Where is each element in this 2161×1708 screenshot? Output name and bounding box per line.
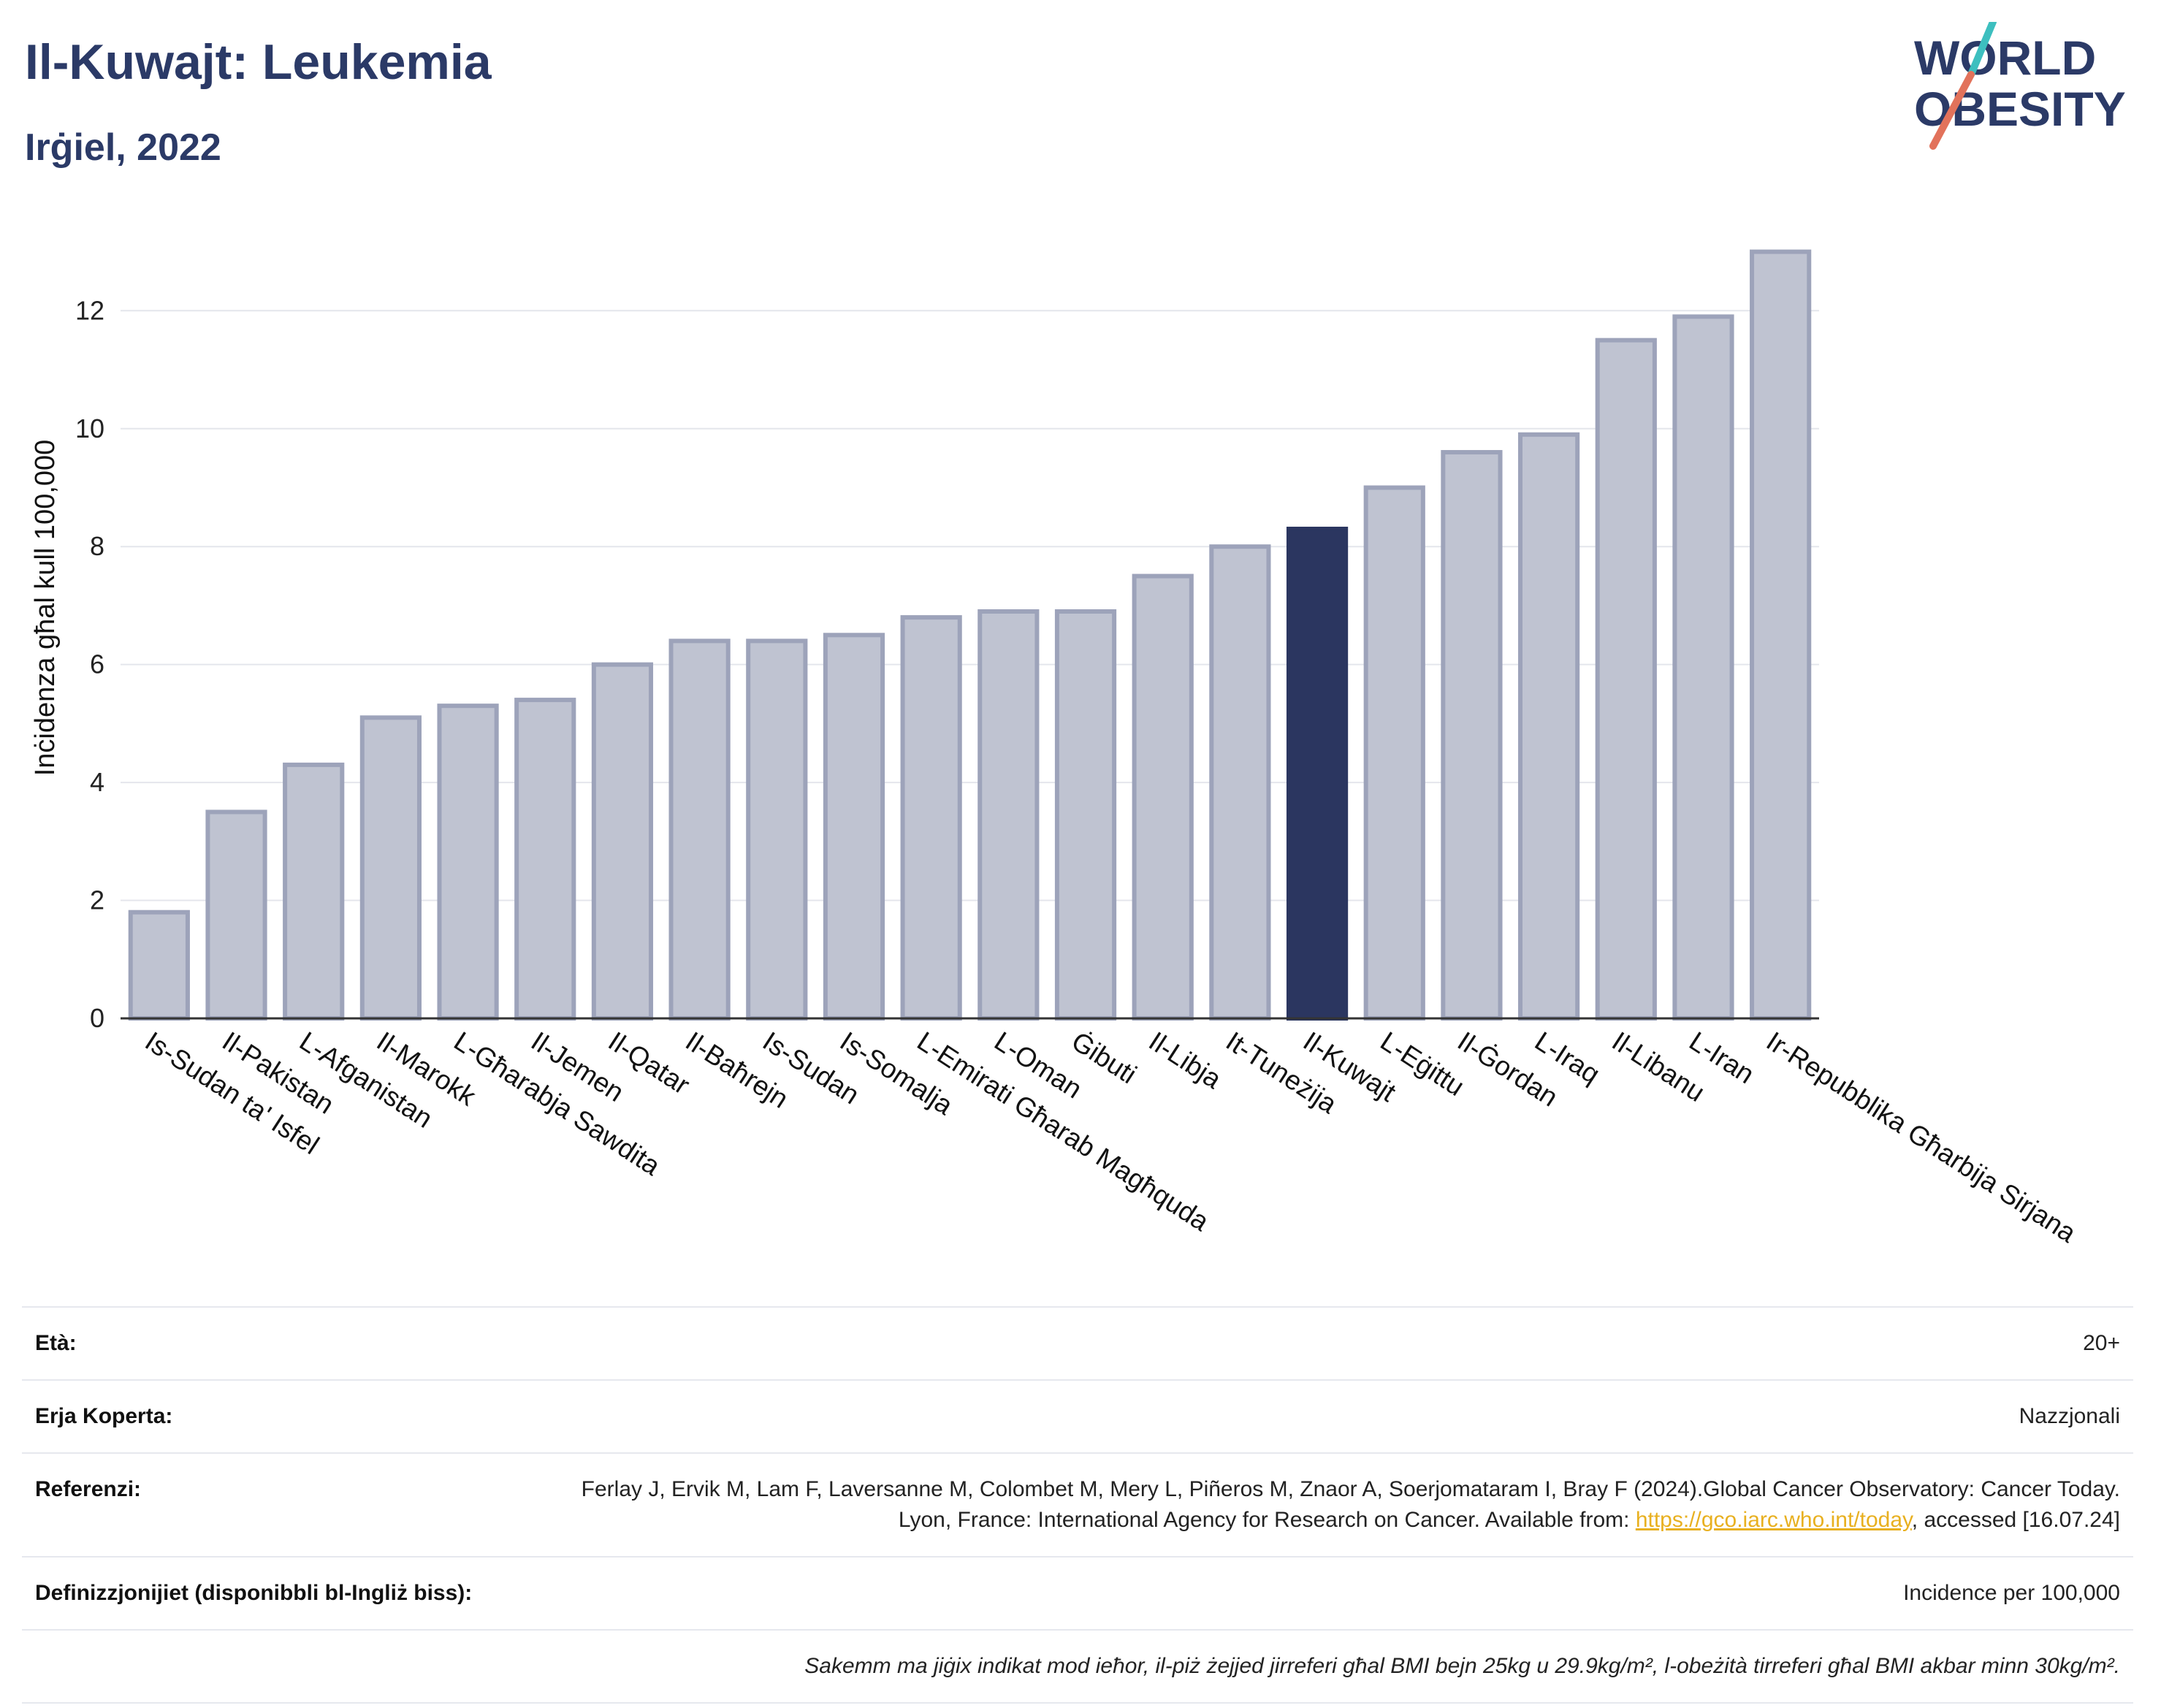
y-tick-label: 4	[90, 767, 104, 797]
meta-row-age: Età: 20+	[22, 1306, 2133, 1379]
chart-title: Il-Kuwajt: Leukemia	[25, 34, 492, 90]
meta-row-area: Erja Koperta: Nazzjonali	[22, 1379, 2133, 1452]
y-tick-label: 2	[90, 885, 104, 915]
x-tick-label: Il-Libja	[1143, 1026, 1227, 1094]
bars	[128, 249, 1812, 1021]
bar	[514, 698, 576, 1021]
bar	[977, 609, 1040, 1021]
definitions-label: Definizzjonijiet (disponibbli bl-Ingliż …	[35, 1581, 473, 1605]
reference-link[interactable]: https://gco.iarc.who.int/today	[1635, 1508, 1912, 1532]
logo-slash-coral	[1929, 71, 1975, 150]
bar	[668, 638, 731, 1021]
age-value: 20+	[2083, 1331, 2120, 1355]
age-label: Età:	[35, 1331, 77, 1355]
bar	[1054, 609, 1117, 1021]
logo-text-world: WORLD	[1914, 31, 2096, 85]
y-tick-label: 0	[90, 1003, 104, 1033]
bmi-note: Sakemm ma jiġix indikat mod ieħor, il-pi…	[804, 1654, 2120, 1678]
bar	[823, 633, 885, 1021]
x-tick-label: Ir-Repubblika Għarbija Sirjana	[1761, 1026, 2081, 1248]
y-tick-label: 12	[75, 295, 104, 325]
reference-accessed: , accessed [16.07.24]	[1911, 1508, 2120, 1532]
bar	[1132, 573, 1194, 1021]
bar	[128, 910, 190, 1021]
bar	[1750, 249, 1812, 1021]
meta-row-note: Sakemm ma jiġix indikat mod ieħor, il-pi…	[22, 1629, 2133, 1704]
bar	[437, 704, 499, 1021]
bar	[1286, 526, 1349, 1021]
references-label: Referenzi:	[35, 1477, 142, 1501]
reference-text: Ferlay J, Ervik M, Lam F, Laversanne M, …	[581, 1477, 2120, 1532]
chart-subtitle: Irġiel, 2022	[25, 126, 221, 169]
bar	[591, 662, 654, 1021]
area-label: Erja Koperta:	[35, 1404, 173, 1428]
bar	[900, 615, 962, 1021]
logo-slash-teal	[1967, 22, 1997, 78]
bar	[1672, 314, 1734, 1021]
bar	[283, 762, 345, 1021]
bar	[746, 638, 808, 1021]
world-obesity-logo: WORLD OBESITY	[1914, 22, 2126, 150]
y-tick-label: 10	[75, 413, 104, 443]
bar	[1209, 544, 1271, 1021]
bar	[205, 809, 267, 1021]
references-value: Ferlay J, Ervik M, Lam F, Laversanne M, …	[571, 1474, 2120, 1536]
metadata-table: Età: 20+ Erja Koperta: Nazzjonali Refere…	[22, 1306, 2133, 1704]
y-axis-label: Inċidenza għal kull 100,000	[30, 440, 61, 777]
definitions-value: Incidence per 100,000	[1903, 1581, 2120, 1605]
y-tick-label: 8	[90, 531, 104, 561]
bar	[1595, 338, 1657, 1021]
bar	[359, 715, 422, 1021]
bar	[1518, 432, 1580, 1021]
y-tick-label: 6	[90, 649, 104, 679]
area-value: Nazzjonali	[2019, 1404, 2120, 1428]
bar	[1441, 450, 1503, 1021]
bar	[1363, 485, 1425, 1021]
meta-row-definitions: Definizzjonijiet (disponibbli bl-Ingliż …	[22, 1556, 2133, 1629]
meta-row-references: Referenzi: Ferlay J, Ervik M, Lam F, Lav…	[22, 1452, 2133, 1556]
